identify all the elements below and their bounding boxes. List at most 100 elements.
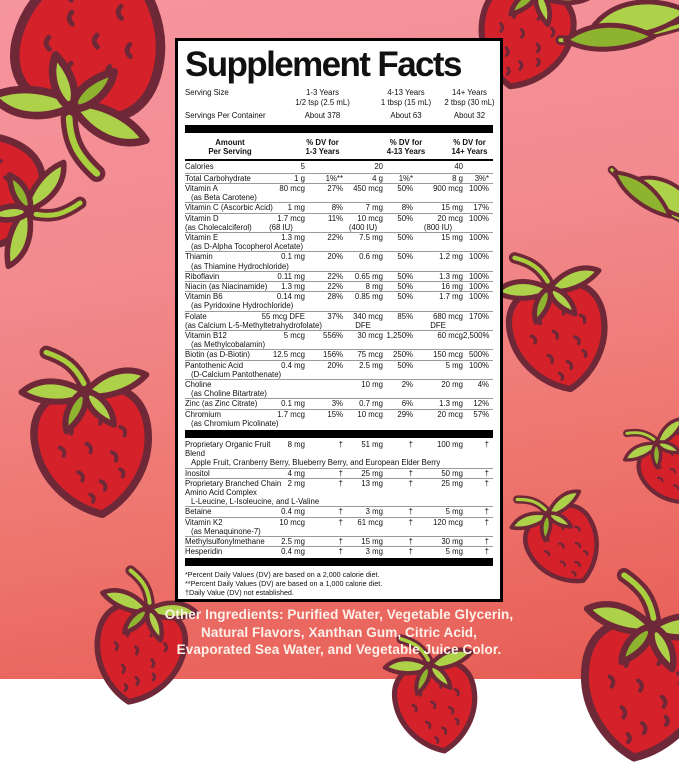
amount-value: 5 mcg [283,330,305,340]
amount-value: 50 mg [441,468,463,478]
dv-value: 3% [331,399,343,409]
dv-value: † [408,537,413,547]
amount-value: 7.5 mg [359,232,383,242]
calories-1-3: 5 [300,162,305,171]
dv-header-4-13: % DV for 4-13 Years [386,137,426,157]
header-divider [185,158,493,161]
blend-ingredient-list: L-Leucine, L-Isoleucine, and L-Valine [191,497,320,507]
amount-value: 0.11 mg [277,271,305,281]
amount-value: 4 g [372,173,383,183]
amount-value: 0.4 mg [281,547,305,557]
amount-value: 8 g [452,173,463,183]
amount-value: 20 mcg [437,409,463,419]
table-row: Thiamin 0.1 mg 20% 0.6 mg 50% 1.2 mg 100% (as T… [185,251,493,271]
table-row: Niacin (as Niacinamide) 1.3 mg 22% 8 mg 50% 1… [185,280,493,291]
dv-value: 100% [469,252,489,262]
table-row: Hesperidin 0.4 mg † 3 mg † 5 mg † [185,546,493,556]
dv-value: 100% [469,281,489,291]
nutrient-name: Proprietary Organic Fruit Blend [185,439,271,459]
nutrient-name: Hesperidin [185,547,223,557]
nutrient-subname: (as Calcium L-5-Methyltetrahydrofolate) [185,320,322,330]
dv-value: † [338,478,343,488]
dv-value: 11% [327,213,343,223]
dv-value: 50% [397,183,413,193]
amount-value: 100 mg [436,439,463,449]
amount-value: 15 mg [361,537,383,547]
nutrient-name: Choline [185,379,212,389]
dv-value: 6% [401,399,413,409]
amount-value: 120 mcg [433,517,463,527]
amount-value: 0.65 mg [354,271,383,281]
nutrient-name: Vitamin A [185,183,218,193]
dv-value: 156% [323,350,343,360]
amount-value: 13 mg [361,478,383,488]
amount-value: 12.5 mcg [272,350,305,360]
table-row: Vitamin C (Ascorbic Acid) 1 mg 8% 7 mg 8% 15 … [185,202,493,212]
amount-value: 30 mg [441,537,463,547]
dv-value: † [408,547,413,557]
nutrient-name: Vitamin E [185,232,219,242]
footnote: *Percent Daily Values (DV) are based on … [185,570,380,580]
separator-bar [185,558,493,567]
nutrient-subname: (as Thiamine Hydrochloride) [191,261,289,271]
amount-value: 30 mcg [357,330,383,340]
amount-value: 8 mg [365,281,383,291]
dv-value: 50% [397,281,413,291]
amount-value: 15 mg [441,203,463,213]
amount-value: 4 mg [287,468,305,478]
amount-value: 1.3 mg [439,271,463,281]
dv-value: 1%** [325,173,343,183]
calories-label: Calories [185,162,214,171]
amount-value: 1.7 mcg [277,213,305,223]
dv-value: 100% [469,213,489,223]
dv-value: 100% [469,360,489,370]
dv-value: 100% [469,271,489,281]
table-row: Chromium 1.7 mcg 15% 10 mcg 29% 20 mcg 57% (as … [185,408,493,428]
amount-value: 1.3 mg [439,399,463,409]
amount-value: 0.85 mg [354,292,383,302]
dv-value: 22% [327,232,343,242]
supplement-facts-title: Supplement Facts [185,45,462,84]
table-row: Vitamin D 1.7 mcg 11% 10 mcg 50% 20 mcg 100% (a… [185,212,493,232]
amount-subvalue: DFE [355,320,371,330]
amount-value: 0.6 mg [359,252,383,262]
nutrient-name: Total Carbohydrate [185,173,251,183]
amount-value: 16 mg [441,281,463,291]
dv-value: 1,250% [386,330,413,340]
nutrient-subname: (as Menaquinone-7) [191,526,261,536]
nutrient-table: Total Carbohydrate 1 g 1%** 4 g 1%* 8 g 3%* Vit… [185,172,493,428]
amount-value: 10 mcg [357,409,383,419]
separator-bar [185,124,493,133]
table-row: Vitamin B12 5 mcg 556% 30 mcg 1,250% 60 mcg 2,… [185,329,493,349]
nutrient-name: Riboflavin [185,271,220,281]
dv-value: † [338,517,343,527]
table-row: Vitamin K2 10 mcg † 61 mcg † 120 mcg † (as Mena… [185,516,493,536]
dv-value: † [408,517,413,527]
dv-value: 2,500% [463,330,490,340]
nutrient-name: Vitamin B6 [185,292,223,302]
dv-value: † [408,439,413,449]
amount-value: 1.7 mg [439,292,463,302]
table-row: Biotin (as D-Biotin) 12.5 mcg 156% 75 mcg 25… [185,349,493,359]
amount-value: 0.14 mg [276,292,305,302]
nutrient-subname: (as Pyridoxine Hydrochloride) [191,301,294,311]
servings-per-container-row: Servings Per Container About 378 About 6… [185,111,493,121]
table-row: Total Carbohydrate 1 g 1%** 4 g 1%* 8 g 3%* [185,172,493,183]
amount-subvalue: DFE [430,320,446,330]
nutrient-name: Chromium [185,409,221,419]
amount-value: 2.5 mg [359,360,383,370]
amount-value: 5 mg [445,547,463,557]
dv-value: 28% [327,292,343,302]
table-row: Folate 55 mcg DFE 37% 340 mcg 85% 680 mcg 170%… [185,310,493,330]
nutrient-name: Proprietary Branched Chain Amino Acid Co… [185,478,282,497]
dv-value: 15% [327,409,343,419]
amount-value: 10 mcg [357,213,383,223]
other-ingredients-text: Other Ingredients: Purified Water, Veget… [164,607,514,657]
amount-value: 0.1 mg [281,399,305,409]
amount-subvalue: (400 IU) [348,222,378,232]
amount-value [257,380,305,389]
amount-value: 3 mg [365,547,383,557]
dv-value: † [338,439,343,449]
nutrient-subname: (as Chromium Picolinate) [191,418,279,428]
amount-value: 1.3 mg [281,281,305,291]
